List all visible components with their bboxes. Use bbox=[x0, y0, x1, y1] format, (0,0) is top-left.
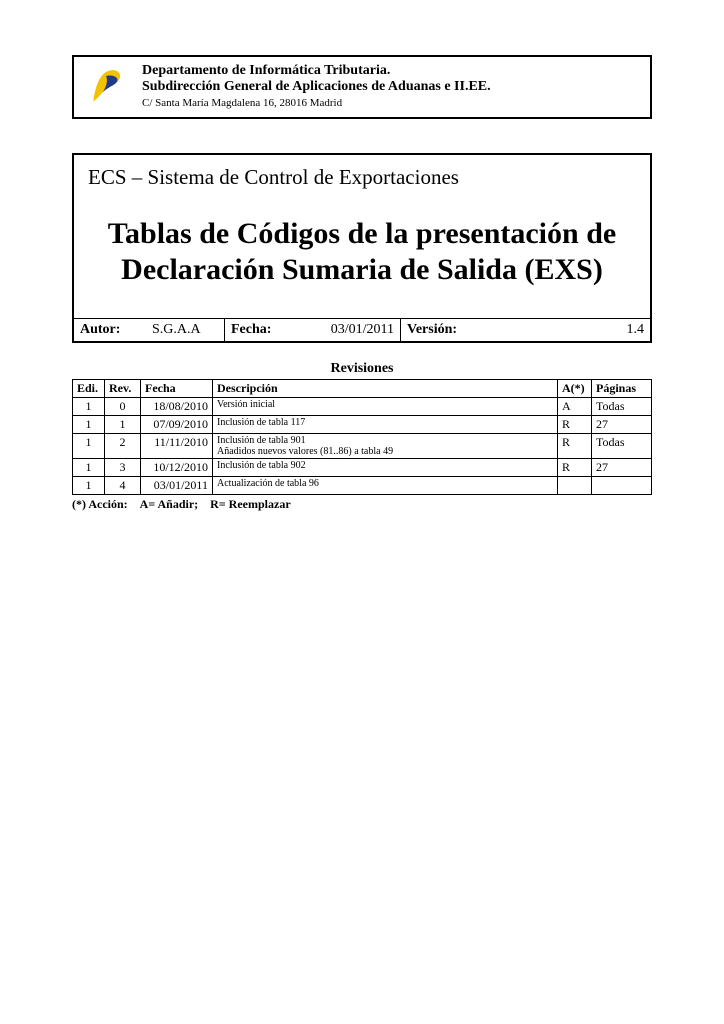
document-subtitle: ECS – Sistema de Control de Exportacione… bbox=[74, 155, 650, 190]
col-rev: Rev. bbox=[105, 380, 141, 398]
table-header-row: Edi. Rev. Fecha Descripción A(*) Páginas bbox=[73, 380, 652, 398]
cell-edi: 1 bbox=[73, 477, 105, 495]
cell-a bbox=[558, 477, 592, 495]
dept-address: C/ Santa María Magdalena 16, 28016 Madri… bbox=[142, 97, 640, 109]
cell-rev: 3 bbox=[105, 459, 141, 477]
col-a: A(*) bbox=[558, 380, 592, 398]
meta-fecha-value: 03/01/2011 bbox=[282, 319, 400, 341]
revisions-heading: Revisiones bbox=[72, 361, 652, 377]
cell-desc: Inclusión de tabla 901Añadidos nuevos va… bbox=[213, 434, 558, 459]
cell-desc: Actualización de tabla 96 bbox=[213, 477, 558, 495]
meta-version-value: 1.4 bbox=[472, 319, 650, 341]
dept-line2: Subdirección General de Aplicaciones de … bbox=[142, 79, 640, 95]
revisions-table: Edi. Rev. Fecha Descripción A(*) Páginas… bbox=[72, 379, 652, 495]
cell-a: R bbox=[558, 434, 592, 459]
cell-pag: 27 bbox=[592, 459, 652, 477]
cell-rev: 0 bbox=[105, 398, 141, 416]
col-edi: Edi. bbox=[73, 380, 105, 398]
table-row: 1107/09/2010Inclusión de tabla 117R27 bbox=[73, 416, 652, 434]
cell-fecha: 11/11/2010 bbox=[141, 434, 213, 459]
cell-fecha: 18/08/2010 bbox=[141, 398, 213, 416]
cell-pag: Todas bbox=[592, 434, 652, 459]
cell-edi: 1 bbox=[73, 398, 105, 416]
cell-pag: 27 bbox=[592, 416, 652, 434]
document-title: Tablas de Códigos de la presentación de … bbox=[74, 190, 650, 318]
meta-autor-value: S.G.A.A bbox=[134, 319, 224, 341]
cell-pag: Todas bbox=[592, 398, 652, 416]
cell-desc: Inclusión de tabla 902 bbox=[213, 459, 558, 477]
letterhead-box: Departamento de Informática Tributaria. … bbox=[72, 55, 652, 119]
cell-pag bbox=[592, 477, 652, 495]
table-row: 1403/01/2011Actualización de tabla 96 bbox=[73, 477, 652, 495]
cell-edi: 1 bbox=[73, 434, 105, 459]
cell-rev: 1 bbox=[105, 416, 141, 434]
cell-edi: 1 bbox=[73, 459, 105, 477]
cell-rev: 2 bbox=[105, 434, 141, 459]
cell-a: A bbox=[558, 398, 592, 416]
revisions-legend: (*) Acción: A= Añadir; R= Reemplazar bbox=[72, 497, 652, 512]
cell-fecha: 03/01/2011 bbox=[141, 477, 213, 495]
cell-edi: 1 bbox=[73, 416, 105, 434]
table-row: 1211/11/2010Inclusión de tabla 901Añadid… bbox=[73, 434, 652, 459]
table-row: 1018/08/2010Versión inicialATodas bbox=[73, 398, 652, 416]
cell-desc: Versión inicial bbox=[213, 398, 558, 416]
cell-fecha: 07/09/2010 bbox=[141, 416, 213, 434]
col-desc: Descripción bbox=[213, 380, 558, 398]
col-pag: Páginas bbox=[592, 380, 652, 398]
dept-line1: Departamento de Informática Tributaria. bbox=[142, 63, 640, 79]
meta-row: Autor: S.G.A.A Fecha: 03/01/2011 Versión… bbox=[74, 318, 650, 341]
col-fecha: Fecha bbox=[141, 380, 213, 398]
cell-rev: 4 bbox=[105, 477, 141, 495]
cell-a: R bbox=[558, 416, 592, 434]
meta-autor-label: Autor: bbox=[74, 319, 134, 341]
cell-fecha: 10/12/2010 bbox=[141, 459, 213, 477]
agency-logo bbox=[84, 63, 132, 111]
cell-desc: Inclusión de tabla 117 bbox=[213, 416, 558, 434]
meta-fecha-label: Fecha: bbox=[224, 319, 282, 341]
title-box: ECS – Sistema de Control de Exportacione… bbox=[72, 153, 652, 343]
table-row: 1310/12/2010Inclusión de tabla 902R27 bbox=[73, 459, 652, 477]
cell-a: R bbox=[558, 459, 592, 477]
meta-version-label: Versión: bbox=[400, 319, 472, 341]
